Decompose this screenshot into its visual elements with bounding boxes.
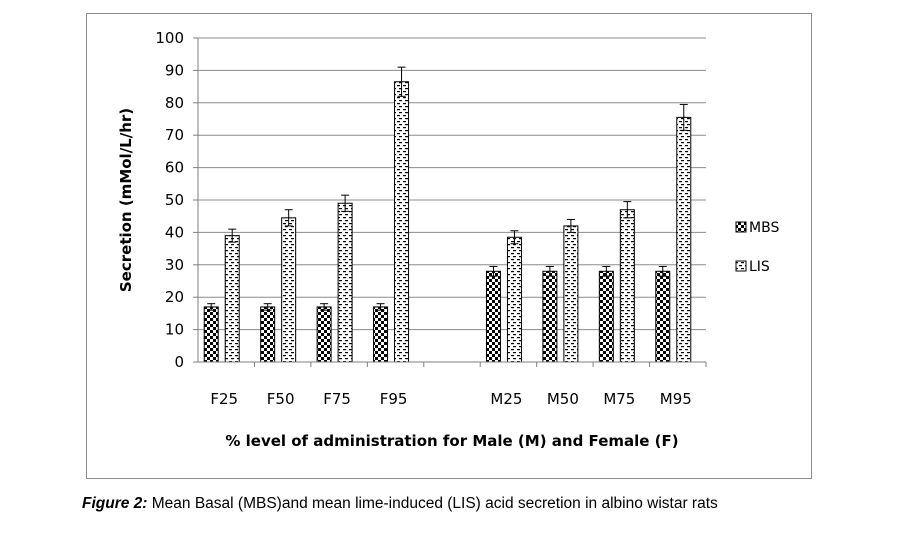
bar-mbs [655,270,671,363]
y-tick-label: 90 [165,61,184,79]
y-tick-label: 100 [155,29,184,47]
legend: MBS LIS [735,220,779,275]
error-bar [320,303,329,311]
bar-lis [394,81,410,363]
x-category-label: F50 [267,390,295,408]
bar-mbs [542,270,558,363]
x-category-label: M95 [660,390,692,408]
y-tick-label: 80 [165,94,184,112]
x-category-label: M50 [547,390,579,408]
bar-lis [281,217,297,363]
error-bar [602,265,611,277]
error-bar [341,194,350,212]
bar-mbs [598,270,614,363]
y-tick-label: 10 [165,321,184,339]
error-bar [376,303,385,311]
bar-mbs [485,270,501,363]
bar-lis [676,116,692,363]
x-axis-title: % level of administration for Male (M) a… [225,432,678,450]
legend-label-mbs: MBS [749,220,779,236]
y-tick-label: 70 [165,126,184,144]
error-bar [228,228,237,243]
y-tick-label: 0 [174,353,184,371]
bar-mbs [260,306,276,363]
error-bar [566,218,575,233]
x-category-label: F25 [210,390,238,408]
bar-mbs [203,306,219,363]
error-bar [679,103,688,131]
bar-mbs [373,306,389,363]
caption-text: Mean Basal (MBS)and mean lime-induced (L… [147,495,718,512]
y-tick-label: 50 [165,191,184,209]
legend-label-lis: LIS [749,259,770,275]
caption-label: Figure 2: [82,495,148,512]
y-tick-label: 40 [165,223,184,241]
error-bar [623,201,632,219]
figure-caption: Figure 2: Mean Basal (MBS)and mean lime-… [82,495,718,513]
error-bar [207,303,216,311]
y-tick-label: 60 [165,159,184,177]
bar-lis [224,235,240,363]
bars [203,66,692,363]
y-tick-labels: 0 10 20 30 40 50 60 70 80 90 100 [155,29,198,371]
y-tick-label: 30 [165,256,184,274]
error-bar [545,265,554,277]
legend-swatch-mbs [735,221,747,233]
error-bar [397,66,406,97]
bar-lis [619,209,635,363]
bar-lis [563,225,579,363]
y-tick-label: 20 [165,288,184,306]
error-bar [489,265,498,277]
bar-lis [337,202,353,363]
x-category-label: M25 [490,390,522,408]
x-category-label: M75 [603,390,635,408]
x-category-label: F95 [380,390,408,408]
y-axis-title: Secretion (mMol/L/hr) [117,108,135,292]
legend-swatch-lis [735,260,747,272]
error-bar [658,265,667,277]
chart: 0 10 20 30 40 50 60 70 80 90 100 F25 F50 F75 F95 M25 M5… [117,29,779,450]
bar-mbs [316,306,332,363]
error-bar [510,230,519,245]
x-category-label: F75 [323,390,351,408]
bar-lis [506,236,522,363]
error-bar [263,303,272,311]
error-bar [284,209,293,227]
x-category-labels: F25 F50 F75 F95 M25 M50 M75 M95 [210,362,707,408]
